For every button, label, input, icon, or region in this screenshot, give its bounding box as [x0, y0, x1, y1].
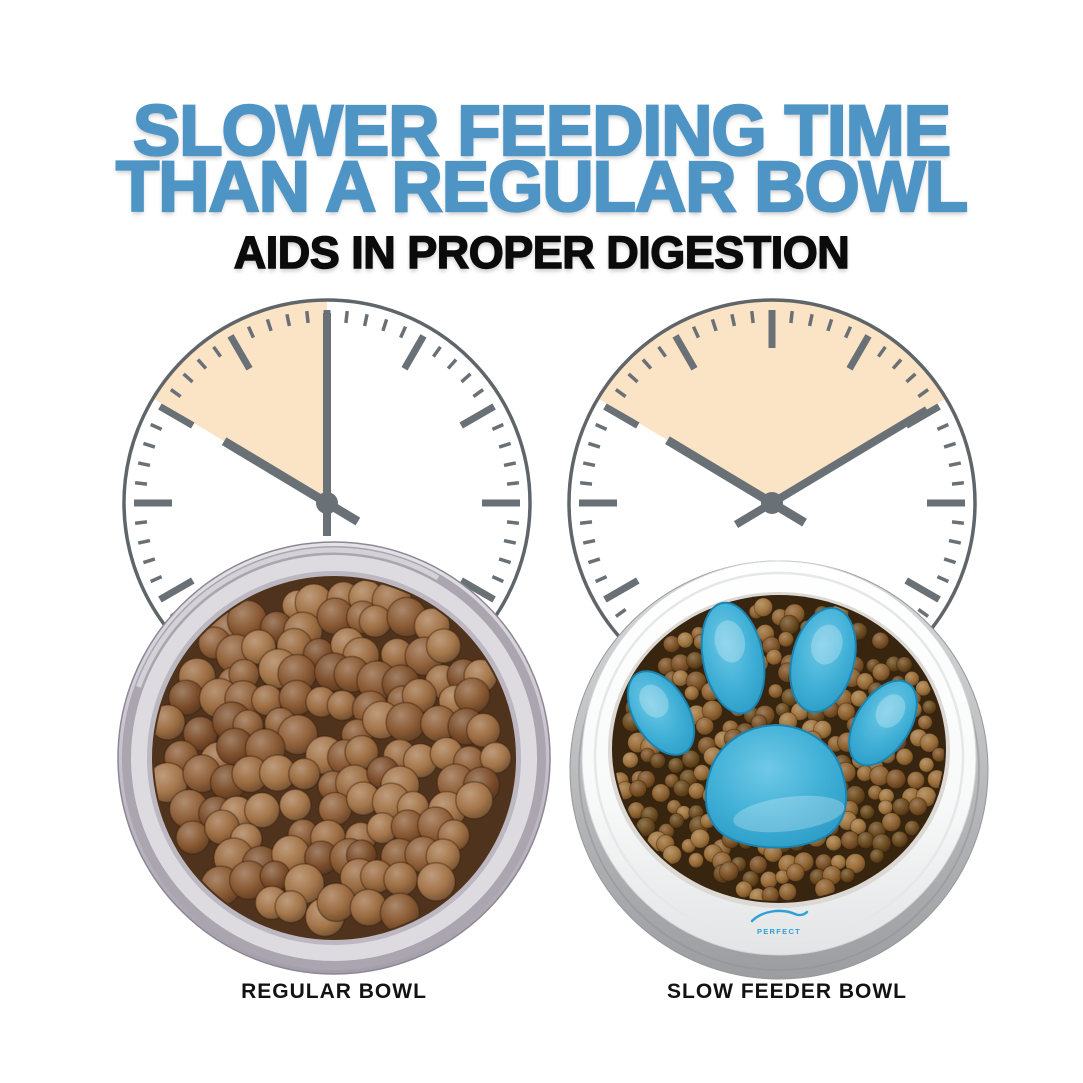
regular-bowl-photo	[117, 541, 551, 975]
headline-line-2: THAN A REGULAR BOWL	[115, 148, 970, 227]
brand-logo: PERFECT	[750, 909, 809, 936]
kibble-pile	[154, 579, 512, 938]
paw-toe-pad	[848, 679, 918, 767]
brand-logo-text: PERFECT	[757, 927, 801, 936]
clock-center-cap	[761, 492, 783, 514]
feeding-time-wedge	[153, 300, 327, 503]
headline-line-1: SLOWER FEEDING TIME	[132, 92, 953, 171]
label-slow-feeder-bowl: SLOW FEEDER BOWL	[667, 980, 907, 1003]
clock-center-cap	[316, 492, 338, 514]
slow-feeder-bowl-photo: PERFECT	[569, 560, 989, 980]
paw-toe-pad	[789, 607, 857, 713]
paw-main-pad	[704, 723, 848, 849]
paw-toe-pad	[700, 601, 766, 715]
paw-toe-pad	[626, 670, 696, 756]
headline: SLOWER FEEDING TIME THAN A REGULAR BOWL …	[0, 92, 1083, 278]
subtitle: AIDS IN PROPER DIGESTION	[233, 227, 850, 278]
label-regular-bowl: REGULAR BOWL	[241, 980, 427, 1003]
paw-insert	[626, 601, 918, 849]
